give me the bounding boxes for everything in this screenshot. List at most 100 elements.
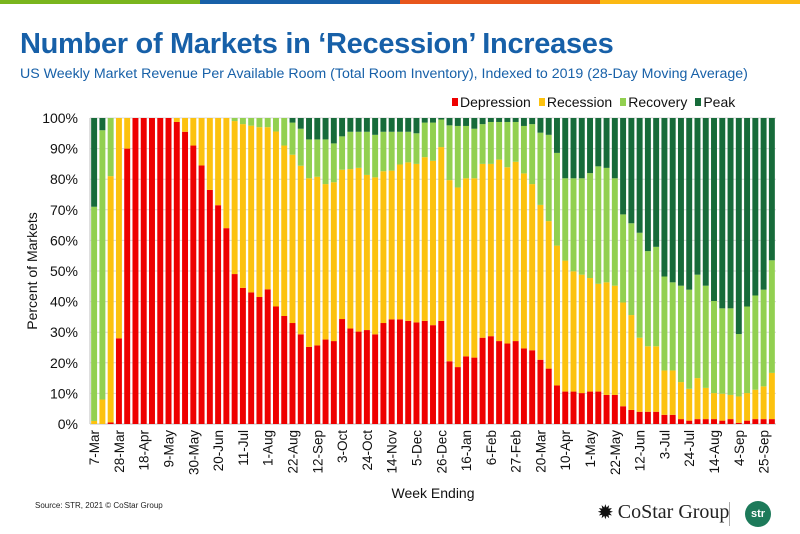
bar-peak (322, 118, 329, 140)
bar-depression (479, 337, 486, 424)
bar-recovery (471, 128, 478, 179)
bar-recession (347, 169, 354, 329)
bar-depression (661, 414, 668, 424)
bar-recovery (347, 131, 354, 170)
bar-depression (487, 336, 494, 424)
bar-recession (694, 378, 701, 420)
bar-peak (735, 118, 742, 335)
bar-peak (339, 118, 346, 137)
bar-peak (446, 118, 453, 126)
bar-recovery (355, 131, 362, 168)
bar-depression (132, 118, 139, 424)
bar-recession (380, 171, 387, 324)
y-axis-label: Percent of Markets (24, 212, 40, 330)
bar-recovery (669, 282, 676, 371)
bar-recession (711, 393, 717, 420)
bar-depression (686, 420, 693, 424)
bar-recession (760, 386, 767, 420)
x-tick-label: 28-Mar (112, 430, 127, 473)
bar-peak (297, 118, 304, 129)
bar-recovery (520, 125, 527, 174)
bar-depression (611, 394, 618, 424)
x-tick-label: 7-Mar (87, 430, 102, 466)
bar-depression (107, 422, 114, 424)
bar-depression (471, 357, 478, 424)
bar-recovery (504, 121, 511, 168)
bar-recession (372, 177, 379, 335)
bar-depression (463, 356, 470, 424)
bar-depression (140, 118, 147, 424)
x-tick-label: 20-Jun (211, 430, 226, 471)
bar-recovery (512, 121, 519, 162)
bar-depression (578, 393, 585, 424)
bar-recession (644, 346, 651, 412)
bar-depression (554, 385, 560, 424)
bar-peak (380, 118, 387, 132)
bar-peak (372, 118, 379, 135)
bar-depression (421, 320, 428, 424)
bar-depression (405, 320, 412, 424)
bar-recovery (421, 122, 428, 158)
bar-recovery (306, 139, 312, 179)
bar-recovery (545, 134, 552, 222)
bar-peak (421, 118, 428, 123)
bar-recession (496, 159, 503, 342)
bar-recovery (405, 131, 412, 163)
bar-depression (190, 145, 197, 425)
legend-swatch (620, 98, 627, 106)
bar-depression (587, 391, 594, 424)
bar-peak (719, 118, 726, 309)
bar-peak (396, 118, 403, 132)
x-tick-label: 24-Oct (360, 430, 375, 471)
bar-depression (173, 121, 180, 424)
bar-recession (677, 382, 684, 420)
bar-recession (446, 180, 453, 362)
bar-depression (669, 414, 676, 424)
bar-recession (744, 393, 751, 421)
bar-depression (347, 328, 354, 424)
bar-depression (768, 419, 775, 424)
bar-peak (479, 118, 486, 125)
source-note: Source: STR, 2021 © CoStar Group (35, 501, 163, 510)
bar-depression (752, 419, 759, 424)
bar-depression (281, 315, 288, 424)
x-tick-label: 10-Apr (558, 430, 573, 471)
bar-depression (537, 359, 544, 424)
bar-recovery (578, 178, 585, 275)
bar-recovery (570, 178, 577, 272)
bar-recession (355, 167, 362, 332)
legend-swatch (695, 98, 702, 106)
x-tick-label: 1-Aug (261, 430, 276, 466)
bar-recovery (760, 289, 767, 387)
bar-recovery (239, 118, 246, 125)
bar-peak (363, 118, 370, 132)
x-tick-label: 14-Nov (385, 430, 400, 474)
x-tick-label: 12-Jun (633, 430, 648, 471)
bar-recovery (620, 214, 627, 303)
bar-recession (99, 399, 106, 424)
bar-depression (272, 306, 279, 424)
bar-depression (182, 131, 189, 424)
bar-depression (702, 419, 709, 424)
bar-recession (529, 184, 536, 351)
x-tick-label: 16-Jan (459, 430, 474, 471)
bar-recovery (752, 295, 759, 390)
costar-logo: ✹ CoStar Group (597, 500, 729, 525)
bar-recovery (719, 308, 726, 394)
bar-recession (653, 346, 660, 412)
bar-depression (735, 422, 742, 424)
bar-depression (644, 411, 651, 424)
y-tick-label: 100% (42, 110, 78, 126)
bar-peak (702, 118, 709, 286)
bar-recession (471, 178, 478, 358)
bar-peak (603, 118, 610, 168)
bar-recession (182, 118, 189, 132)
bar-depression (727, 419, 734, 424)
x-tick-label: 26-Dec (434, 430, 449, 474)
bar-depression (330, 341, 337, 424)
bar-peak (653, 118, 660, 247)
bar-depression (355, 331, 362, 424)
bar-depression (372, 334, 379, 424)
bar-recovery (430, 122, 436, 161)
bar-recession (223, 118, 230, 229)
